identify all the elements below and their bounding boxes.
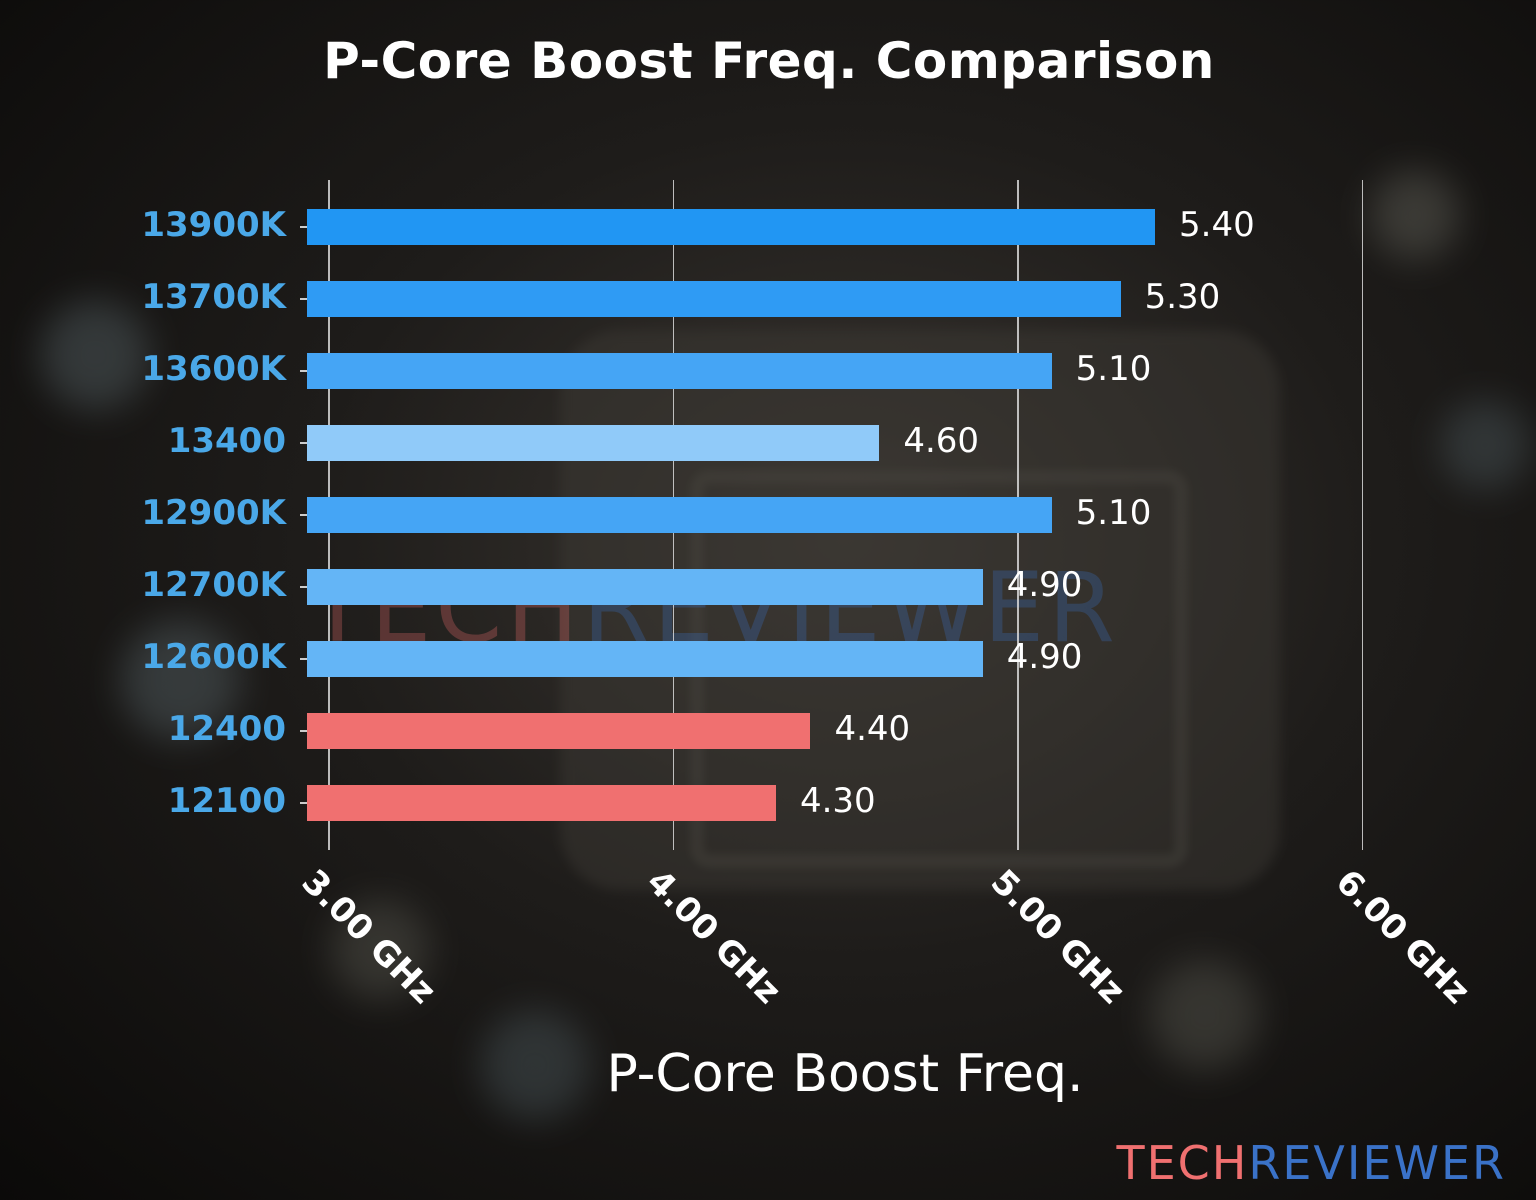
x-tick-label: 5.00 GHz — [982, 862, 1133, 1012]
bar-12900k — [307, 497, 1052, 533]
bar-12700k — [307, 569, 983, 605]
y-tick-label: 13700K — [141, 277, 286, 317]
background-blob — [120, 620, 240, 740]
gridline — [1361, 180, 1364, 850]
value-label: 5.30 — [1144, 277, 1221, 317]
y-tick-label: 12600K — [141, 637, 286, 677]
background-blob — [1370, 170, 1460, 260]
background-blob — [480, 1010, 590, 1120]
y-tick-label: 12700K — [141, 565, 286, 605]
y-tick — [300, 226, 307, 228]
background-blob — [1440, 400, 1530, 490]
value-label: 5.10 — [1075, 493, 1152, 533]
value-label: 4.60 — [903, 421, 980, 461]
value-label: 5.40 — [1179, 205, 1255, 245]
y-tick-label: 13600K — [141, 349, 286, 389]
background-blob — [330, 900, 430, 1000]
bar-13700k — [307, 281, 1121, 317]
value-label: 4.90 — [1006, 637, 1083, 677]
value-label: 4.30 — [799, 781, 876, 821]
background-blob — [40, 300, 150, 410]
x-axis-label: P-Core Boost Freq. — [606, 1044, 1084, 1104]
bar-12600k — [307, 641, 983, 677]
y-tick — [300, 802, 307, 804]
y-tick-label: 12100 — [167, 781, 286, 821]
brand-logo: TECHREVIEWER — [1116, 1136, 1506, 1190]
y-tick-label: 12900K — [141, 493, 286, 533]
y-tick — [300, 586, 307, 588]
bar-13400 — [307, 425, 880, 461]
chart-title: P-Core Boost Freq. Comparison — [323, 32, 1215, 90]
y-tick — [300, 514, 307, 516]
y-tick — [300, 730, 307, 732]
y-tick — [300, 442, 307, 444]
bar-13600k — [307, 353, 1052, 389]
x-tick-label: 3.00 GHz — [293, 862, 444, 1012]
y-tick-label: 13400 — [167, 421, 286, 461]
background-blob — [1150, 960, 1260, 1070]
x-tick-label: 4.00 GHz — [638, 862, 789, 1012]
bar-12100 — [307, 785, 776, 821]
bar-12400 — [307, 713, 811, 749]
value-label: 4.40 — [834, 709, 911, 749]
y-tick — [300, 658, 307, 660]
y-tick-label: 13900K — [141, 205, 286, 245]
value-label: 4.90 — [1006, 565, 1083, 605]
bar-13900k — [307, 209, 1156, 245]
y-tick — [300, 298, 307, 300]
value-label: 5.10 — [1075, 349, 1152, 389]
y-tick — [300, 370, 307, 372]
x-tick-label: 6.00 GHz — [1327, 862, 1478, 1012]
y-tick-label: 12400 — [167, 709, 286, 749]
